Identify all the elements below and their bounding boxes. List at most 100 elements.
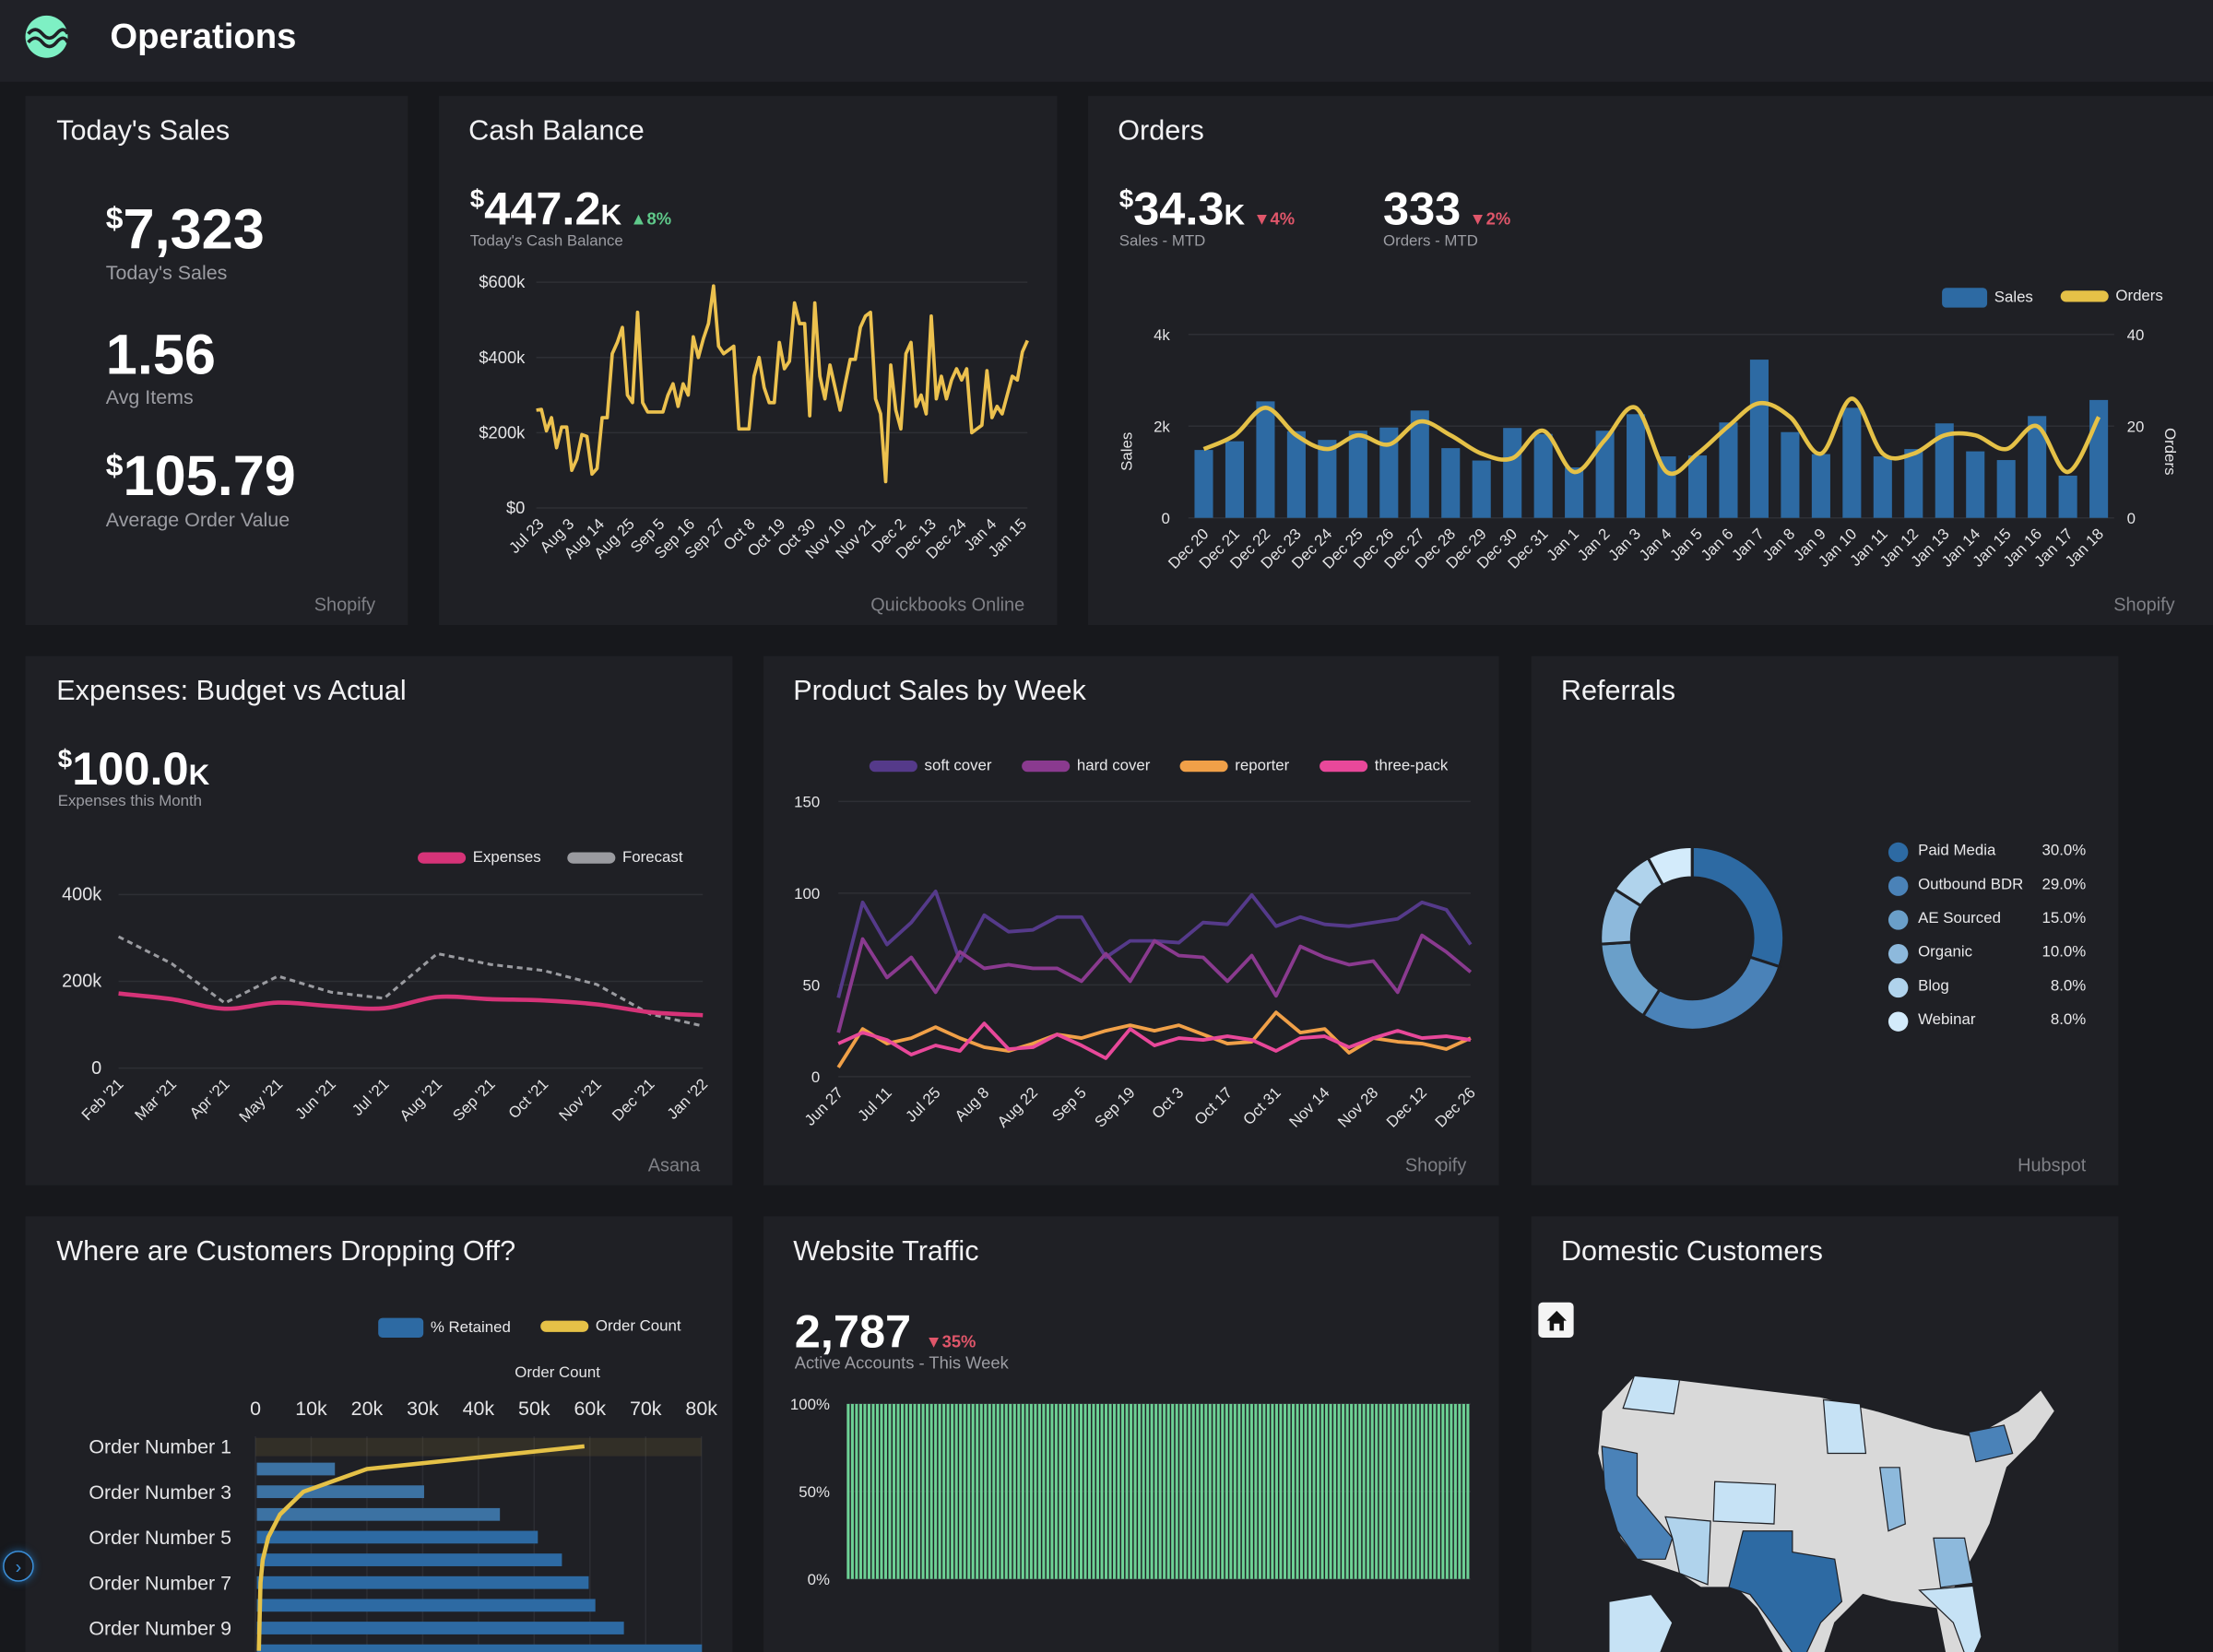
legend-value: 29.0%: [2041, 876, 2087, 893]
cash-balance-value: $447.2K ▲8%: [470, 185, 671, 232]
active-accounts-value: 2,787 ▼35%: [795, 1308, 976, 1355]
page-title: Operations: [110, 17, 297, 57]
product-sales-card: [763, 655, 1499, 1186]
todays-sales-value: $7,323: [106, 202, 265, 258]
legend-label: Organic: [1918, 943, 1973, 962]
legend-expenses[interactable]: Expenses: [418, 849, 541, 867]
legend-label: Order Count: [595, 1317, 681, 1335]
legend-dot: [1888, 943, 1909, 964]
delta-badge: ▼35%: [925, 1331, 976, 1352]
kpi-value: 1.56: [105, 324, 216, 387]
legend-value: 15.0%: [2041, 910, 2087, 927]
card-title: Today's Sales: [56, 115, 231, 148]
expenses-value: $100.0K: [58, 745, 209, 792]
map-home-button[interactable]: [1538, 1302, 1574, 1339]
legend-orders[interactable]: Orders: [2060, 288, 2163, 305]
legend-item[interactable]: AE Sourced 15.0%: [1888, 909, 2086, 931]
legend-soft-cover[interactable]: soft cover: [869, 757, 992, 775]
avg-order-value: $105.79: [106, 449, 296, 505]
legend-label: AE Sourced: [1918, 910, 2001, 927]
website-traffic-card: [763, 1216, 1499, 1652]
todays-sales-card: [25, 96, 408, 626]
legend-item[interactable]: Outbound BDR 29.0%: [1888, 875, 2086, 897]
card-title: Domestic Customers: [1560, 1235, 1823, 1268]
legend-label: three-pack: [1374, 757, 1449, 775]
legend-swatch: [1942, 288, 1988, 308]
kpi-suffix: K: [600, 198, 622, 232]
card-title: Expenses: Budget vs Actual: [56, 676, 407, 707]
legend-swatch: [1022, 760, 1071, 773]
legend-swatch: [869, 760, 917, 773]
card-title: Product Sales by Week: [793, 676, 1086, 707]
source-label: Asana: [647, 1154, 701, 1175]
avg-items-value: 1.56: [106, 327, 216, 384]
legend-swatch: [567, 852, 616, 864]
expenses-card: [25, 655, 733, 1186]
delta-badge: ▲8%: [630, 208, 672, 229]
legend-item[interactable]: Webinar 8.0%: [1888, 1010, 2086, 1032]
legend-order-count[interactable]: Order Count: [540, 1317, 681, 1335]
kpi-value: 2,787: [794, 1304, 912, 1358]
domestic-customers-card: [1531, 1216, 2119, 1652]
legend-forecast[interactable]: Forecast: [567, 849, 683, 867]
kpi-label: Expenses this Month: [57, 793, 203, 810]
card-title: Orders: [1118, 115, 1204, 148]
legend-label: Outbound BDR: [1918, 876, 2024, 893]
legend-label: reporter: [1235, 757, 1290, 775]
wave-logo-icon[interactable]: [24, 14, 69, 59]
legend-hard-cover[interactable]: hard cover: [1022, 758, 1150, 774]
legend-dot: [1888, 842, 1909, 863]
kpi-value: 34.3: [1133, 182, 1225, 235]
legend-swatch: [2060, 290, 2109, 302]
legend-value: 30.0%: [2041, 842, 2087, 860]
kpi-label: Today's Cash Balance: [469, 232, 623, 250]
legend-dot: [1888, 977, 1909, 998]
currency-symbol: $: [469, 184, 485, 213]
legend-label: Paid Media: [1918, 842, 1996, 860]
kpi-label: Today's Sales: [105, 261, 228, 284]
currency-symbol: $: [105, 200, 124, 236]
legend-label: Orders: [2115, 288, 2163, 305]
currency-symbol: $: [57, 745, 73, 773]
kpi-value: 7,323: [123, 198, 265, 262]
legend-swatch: [1179, 760, 1228, 773]
legend-reporter[interactable]: reporter: [1179, 757, 1290, 775]
legend-label: soft cover: [924, 757, 992, 775]
sidebar-toggle-button[interactable]: ›: [3, 1551, 34, 1582]
legend-swatch: [1320, 760, 1368, 773]
kpi-value: 333: [1382, 182, 1462, 235]
legend-swatch: [378, 1317, 424, 1339]
currency-symbol: $: [105, 447, 124, 483]
legend-label: % Retained: [430, 1319, 511, 1337]
home-icon: [1545, 1310, 1567, 1330]
legend-sales[interactable]: Sales: [1942, 288, 2033, 308]
source-label: Shopify: [2113, 594, 2175, 616]
legend-dot: [1888, 910, 1909, 930]
legend-item[interactable]: Organic 10.0%: [1888, 942, 2086, 964]
legend-label: Forecast: [621, 849, 683, 867]
legend-item[interactable]: Blog 8.0%: [1888, 976, 2086, 998]
source-label: Shopify: [1404, 1154, 1467, 1175]
legend-swatch: [540, 1320, 589, 1332]
legend-three-pack[interactable]: three-pack: [1320, 758, 1448, 774]
legend-value: 10.0%: [2041, 943, 2087, 962]
delta-badge: ▼2%: [1469, 208, 1511, 229]
card-title: Website Traffic: [793, 1235, 979, 1268]
sales-mtd-value: $34.3K ▼4%: [1119, 185, 1295, 232]
kpi-label: Active Accounts - This Week: [794, 1352, 1009, 1374]
kpi-label: Average Order Value: [105, 508, 290, 531]
legend-dot: [1888, 876, 1909, 896]
delta-badge: ▼4%: [1253, 208, 1296, 229]
card-title: Cash Balance: [468, 115, 645, 148]
kpi-label: Avg Items: [105, 384, 194, 408]
legend-item[interactable]: Paid Media 30.0%: [1888, 841, 2086, 863]
orders-mtd-value: 333 ▼2%: [1383, 185, 1510, 232]
kpi-suffix: K: [1224, 198, 1246, 232]
source-label: Quickbooks Online: [870, 594, 1025, 616]
legend-retained[interactable]: % Retained: [378, 1317, 511, 1339]
kpi-suffix: K: [188, 759, 210, 792]
legend-label: Expenses: [472, 849, 541, 867]
legend-label: hard cover: [1076, 757, 1151, 775]
currency-symbol: $: [1118, 184, 1134, 213]
